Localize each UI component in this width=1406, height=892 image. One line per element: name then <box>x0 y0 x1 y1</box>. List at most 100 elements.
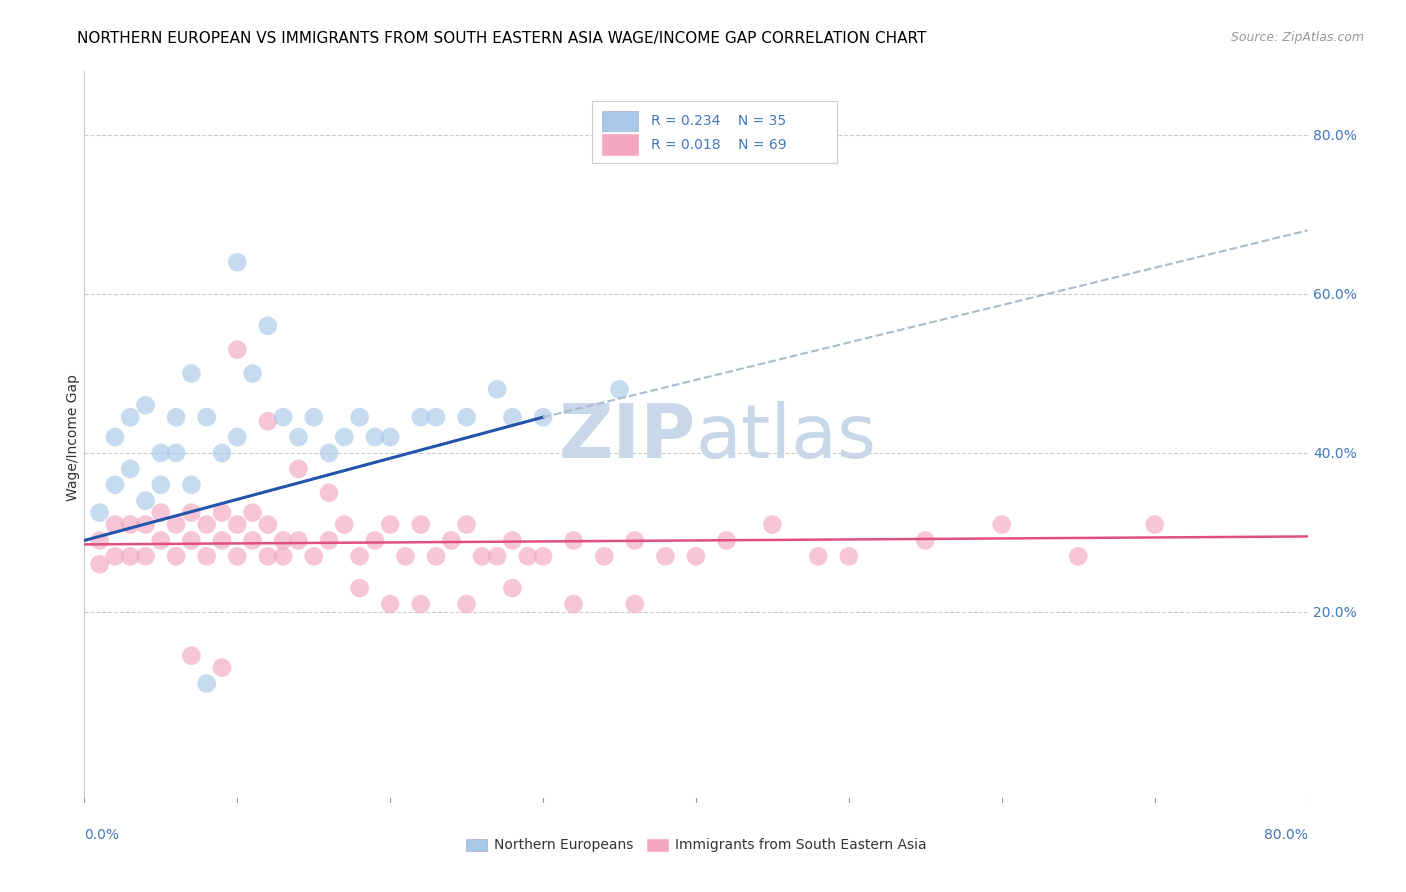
Point <box>89 533 111 548</box>
Point <box>195 410 218 425</box>
Point <box>380 430 402 444</box>
Point <box>180 648 202 663</box>
Point <box>349 549 371 564</box>
Point <box>195 549 218 564</box>
Point <box>349 581 371 595</box>
Point <box>502 533 524 548</box>
Point <box>624 533 647 548</box>
Point <box>318 446 340 460</box>
Point <box>287 533 309 548</box>
Point <box>531 410 554 425</box>
Point <box>654 549 676 564</box>
Text: R = 0.234    N = 35: R = 0.234 N = 35 <box>651 114 786 128</box>
Point <box>409 597 432 611</box>
Text: NORTHERN EUROPEAN VS IMMIGRANTS FROM SOUTH EASTERN ASIA WAGE/INCOME GAP CORRELAT: NORTHERN EUROPEAN VS IMMIGRANTS FROM SOU… <box>77 31 927 46</box>
Point <box>149 446 172 460</box>
Point <box>135 493 157 508</box>
Point <box>180 533 202 548</box>
Point <box>685 549 707 564</box>
Point <box>226 255 249 269</box>
Point <box>302 410 325 425</box>
Point <box>242 367 264 381</box>
Point <box>624 597 647 611</box>
Point <box>271 410 294 425</box>
Point <box>165 446 187 460</box>
Point <box>104 549 127 564</box>
Y-axis label: Wage/Income Gap: Wage/Income Gap <box>66 374 80 500</box>
FancyBboxPatch shape <box>602 111 638 131</box>
Point <box>165 549 187 564</box>
Point <box>440 533 463 548</box>
FancyBboxPatch shape <box>592 101 837 163</box>
Point <box>226 517 249 532</box>
Text: R = 0.018    N = 69: R = 0.018 N = 69 <box>651 137 786 152</box>
Point <box>211 533 233 548</box>
Point <box>425 549 447 564</box>
Point <box>516 549 538 564</box>
Point <box>287 430 309 444</box>
Point <box>226 343 249 357</box>
Point <box>318 485 340 500</box>
Point <box>562 597 585 611</box>
Point <box>135 517 157 532</box>
Point <box>456 517 478 532</box>
Point <box>180 506 202 520</box>
Point <box>593 549 616 564</box>
Point <box>135 549 157 564</box>
Point <box>149 506 172 520</box>
Point <box>120 462 142 476</box>
Text: 80.0%: 80.0% <box>1264 828 1308 842</box>
FancyBboxPatch shape <box>602 135 638 154</box>
Point <box>1143 517 1166 532</box>
Point <box>333 430 356 444</box>
Point <box>1067 549 1090 564</box>
Point <box>257 318 280 333</box>
Point <box>364 533 387 548</box>
Point <box>104 517 127 532</box>
Point <box>609 383 631 397</box>
Point <box>120 549 142 564</box>
Point <box>562 533 585 548</box>
Point <box>807 549 830 564</box>
Point <box>302 549 325 564</box>
Point <box>135 398 157 412</box>
Point <box>226 549 249 564</box>
Legend: Northern Europeans, Immigrants from South Eastern Asia: Northern Europeans, Immigrants from Sout… <box>460 833 932 858</box>
Text: Source: ZipAtlas.com: Source: ZipAtlas.com <box>1230 31 1364 45</box>
Point <box>409 410 432 425</box>
Point <box>257 549 280 564</box>
Point <box>914 533 936 548</box>
Point <box>226 430 249 444</box>
Point <box>349 410 371 425</box>
Point <box>425 410 447 425</box>
Point <box>149 477 172 491</box>
Point <box>471 549 494 564</box>
Point <box>211 446 233 460</box>
Point <box>456 597 478 611</box>
Point <box>364 430 387 444</box>
Point <box>89 506 111 520</box>
Point <box>211 660 233 674</box>
Point <box>456 410 478 425</box>
Point <box>502 410 524 425</box>
Point <box>716 533 738 548</box>
Point <box>104 477 127 491</box>
Point <box>180 367 202 381</box>
Point <box>149 533 172 548</box>
Point <box>502 581 524 595</box>
Point <box>486 549 509 564</box>
Point <box>242 506 264 520</box>
Point <box>838 549 860 564</box>
Text: atlas: atlas <box>696 401 877 474</box>
Point <box>104 430 127 444</box>
Point <box>486 383 509 397</box>
Point <box>180 477 202 491</box>
Point <box>761 517 783 532</box>
Point <box>333 517 356 532</box>
Point <box>257 414 280 428</box>
Point <box>195 676 218 690</box>
Text: ZIP: ZIP <box>558 401 696 474</box>
Point <box>394 549 416 564</box>
Point <box>271 533 294 548</box>
Point <box>120 517 142 532</box>
